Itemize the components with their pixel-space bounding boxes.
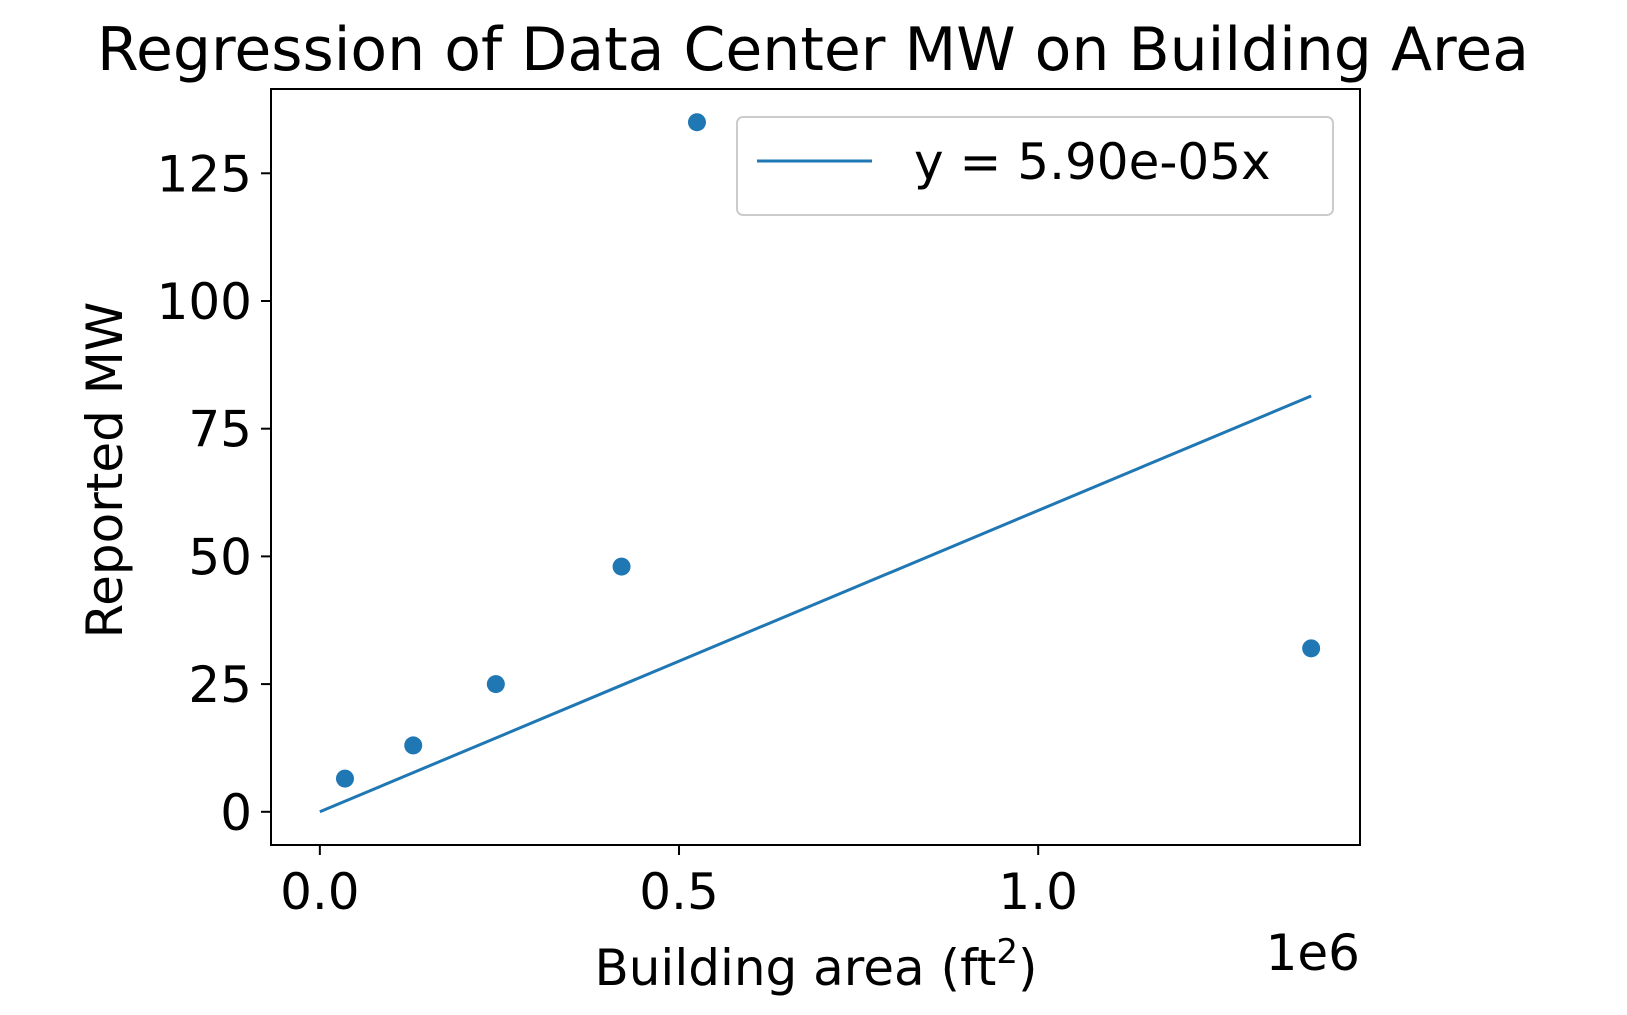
legend: y = 5.90e-05x (736, 116, 1334, 216)
x-tick-label: 0.5 (639, 863, 719, 921)
data-point (404, 736, 423, 755)
x-axis-label-superscript: 2 (996, 932, 1018, 972)
x-offset-label: 1e6 (1266, 924, 1360, 982)
regression-line (319, 394, 1312, 814)
data-point (687, 113, 706, 132)
x-axis-label-close: ) (1018, 939, 1038, 997)
plot-frame (270, 88, 1361, 846)
y-tick-label: 100 (157, 273, 252, 331)
legend-box (736, 116, 1334, 216)
y-tick-label: 25 (188, 656, 252, 714)
legend-label: y = 5.90e-05x (914, 133, 1271, 191)
x-axis-label: Building area (ft2) (594, 932, 1037, 997)
data-point (612, 557, 631, 576)
y-tick-label: 0 (220, 784, 252, 842)
x-tick-label: 1.0 (998, 863, 1078, 921)
y-tick-label: 50 (188, 528, 252, 586)
y-tick-label: 75 (188, 401, 252, 459)
data-point (335, 769, 354, 788)
y-axis-label: Reported MW (76, 302, 134, 639)
y-tick-label: 125 (157, 145, 252, 203)
data-point (1302, 639, 1321, 658)
data-point (486, 675, 505, 694)
x-tick-label: 0.0 (280, 863, 360, 921)
chart-title: Regression of Data Center MW on Building… (97, 15, 1529, 85)
x-axis-label-text: Building area (ft (594, 939, 996, 997)
